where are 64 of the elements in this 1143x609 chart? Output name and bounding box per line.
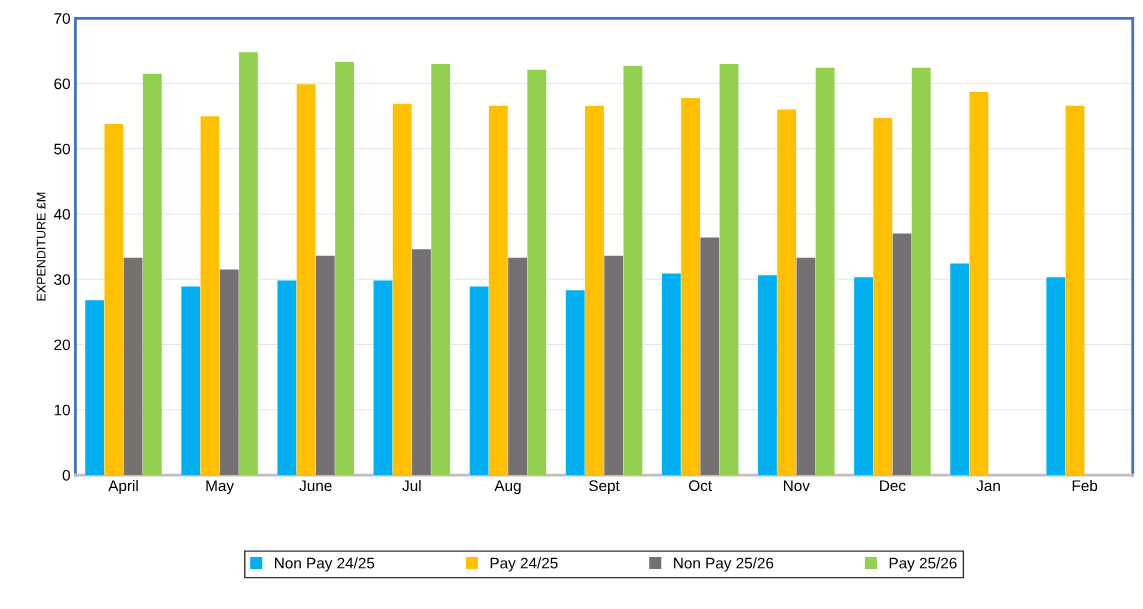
y-tick-label: 0 (62, 469, 70, 481)
bar (527, 69, 547, 476)
legend-label: Non Pay 24/25 (275, 557, 375, 572)
x-tick-label: Jul (402, 479, 421, 492)
bar (950, 263, 970, 476)
bar (85, 300, 105, 476)
y-tick-label: 70 (54, 13, 70, 24)
x-tick-label: Jan (976, 480, 1000, 492)
bar (200, 116, 220, 476)
bar (681, 97, 700, 476)
x-tick-label: Feb (1072, 479, 1098, 492)
x-tick-label: Dec (880, 480, 906, 492)
bar (604, 255, 624, 476)
bar (911, 67, 931, 476)
y-tick-label: 20 (54, 339, 70, 351)
bar (335, 61, 354, 476)
bar (565, 290, 585, 476)
bar (142, 73, 162, 476)
x-tick-label: Nov (783, 480, 810, 492)
bar (758, 275, 777, 476)
y-tick-label: 60 (54, 78, 70, 90)
y-tick-label: 50 (54, 143, 70, 155)
bar (719, 63, 739, 476)
bar (219, 269, 239, 476)
bar (431, 63, 451, 476)
y-tick-label: 30 (54, 274, 70, 285)
bar (315, 255, 335, 476)
x-tick-label: Oct (689, 480, 712, 492)
bar (623, 65, 643, 476)
bar (700, 237, 720, 476)
bar (373, 280, 393, 476)
x-tick-label: Aug (494, 480, 521, 495)
bar (1046, 277, 1066, 476)
bar (123, 257, 143, 476)
bar (412, 249, 431, 476)
bar (969, 92, 989, 476)
y-axis-title: EXPENDITURE £M (36, 192, 46, 301)
bar (777, 109, 797, 476)
y-tick-label: 10 (54, 404, 70, 416)
bar (277, 280, 297, 476)
bar (181, 286, 201, 476)
bar (469, 286, 489, 476)
bar (104, 123, 124, 476)
legend-label: Non Pay 25/26 (674, 557, 774, 572)
bar (815, 67, 835, 476)
x-tick-label: Sept (589, 480, 620, 495)
bar (892, 233, 912, 476)
x-tick-label: June (299, 480, 332, 492)
bar (296, 84, 316, 476)
legend-label: Pay 25/26 (889, 557, 957, 572)
bar (585, 105, 604, 476)
bar (873, 118, 893, 476)
y-tick-label: 40 (53, 208, 70, 220)
bar (661, 273, 681, 476)
legend-label: Pay 24/25 (490, 557, 558, 572)
bar (1065, 105, 1085, 476)
bar (239, 52, 258, 476)
bar (508, 257, 527, 476)
bar (488, 105, 508, 476)
bar (854, 277, 874, 476)
bar (796, 257, 816, 476)
x-tick-label: April (108, 479, 138, 495)
bar (392, 103, 412, 476)
x-tick-label: May (206, 480, 235, 495)
